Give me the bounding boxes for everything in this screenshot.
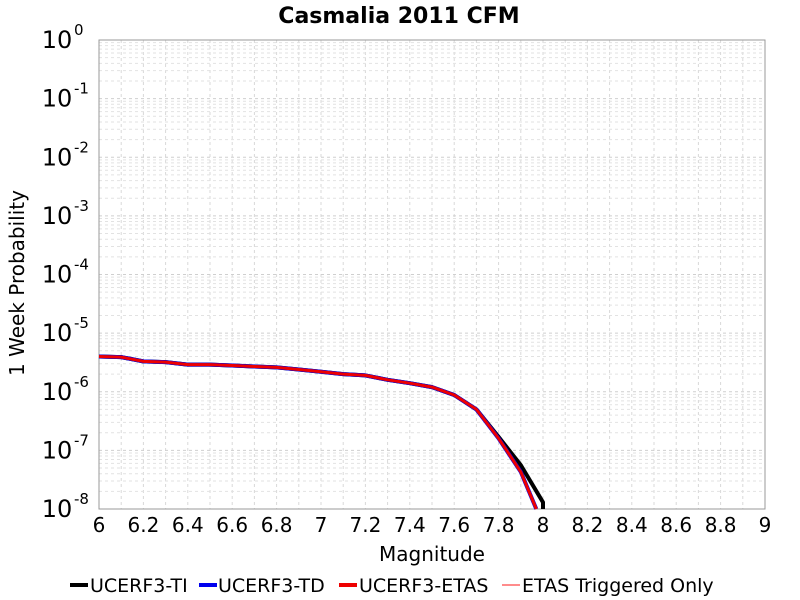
- y-tick-label: 10 -6: [42, 373, 89, 406]
- x-tick-label: 8.8: [705, 513, 737, 537]
- y-tick-exponent: -8: [74, 490, 89, 508]
- x-tick-label: 8.2: [571, 513, 603, 537]
- series-layer: [98, 354, 545, 510]
- x-axis-label: Magnitude: [379, 542, 485, 566]
- y-tick-label: 10 -3: [42, 197, 89, 230]
- y-tick-label: 10 0: [42, 21, 84, 54]
- y-tick-exponent: 0: [74, 21, 84, 39]
- x-tick-label: 7.2: [349, 513, 381, 537]
- y-tick-label: 10 -4: [42, 256, 89, 289]
- x-tick-label: 8.6: [660, 513, 692, 537]
- y-tick-base: 10: [42, 319, 73, 347]
- x-tick-label: 8.4: [616, 513, 648, 537]
- plot-area: [98, 39, 766, 510]
- legend-label: UCERF3-TI: [90, 575, 188, 597]
- x-tick-label: 7.8: [483, 513, 515, 537]
- y-tick-base: 10: [42, 378, 73, 406]
- x-tick-label: 6.2: [127, 513, 159, 537]
- x-tick-label: 7.6: [438, 513, 470, 537]
- y-tick-exponent: -2: [74, 138, 89, 156]
- x-tick-label: 6.8: [261, 513, 293, 537]
- y-tick-exponent: -3: [74, 197, 89, 215]
- legend: UCERF3-TI UCERF3-TD UCERF3-ETAS ETAS Trigge…: [70, 575, 714, 597]
- legend-label: ETAS Triggered Only: [522, 575, 714, 597]
- y-tick-base: 10: [42, 436, 73, 464]
- chart-title: Casmalia 2011 CFM: [278, 4, 519, 29]
- y-tick-base: 10: [42, 143, 73, 171]
- y-tick-exponent: -6: [74, 373, 89, 391]
- legend-label: UCERF3-TD: [218, 575, 325, 597]
- legend-item: ETAS Triggered Only: [502, 575, 714, 597]
- legend-label: UCERF3-ETAS: [359, 575, 488, 597]
- x-tick-label: 7: [315, 513, 328, 537]
- y-tick-exponent: -1: [74, 80, 89, 98]
- y-axis-label: 1 Week Probability: [5, 190, 29, 376]
- y-tick-label: 10 -8: [42, 490, 89, 523]
- x-tick-label: 8: [537, 513, 550, 537]
- y-tick-exponent: -4: [74, 256, 89, 274]
- grid: [98, 40, 766, 510]
- x-tick-label: 6.4: [172, 513, 204, 537]
- legend-item: UCERF3-TD: [199, 575, 325, 597]
- y-tick-label: 10 -2: [42, 138, 89, 171]
- x-tick-label: 6.6: [216, 513, 248, 537]
- series-line-2: [98, 355, 538, 510]
- x-tick-label: 7.4: [394, 513, 426, 537]
- y-tick-label: 10 -7: [42, 431, 89, 464]
- y-tick-base: 10: [42, 85, 73, 113]
- legend-item: UCERF3-TI: [70, 575, 188, 597]
- y-tick-label: 10 -1: [42, 80, 89, 113]
- y-tick-base: 10: [42, 26, 73, 54]
- x-tick-label: 9: [759, 513, 772, 537]
- y-tick-label: 10 -5: [42, 314, 89, 347]
- x-tick-label: 6: [93, 513, 106, 537]
- y-tick-base: 10: [42, 261, 73, 289]
- y-tick-base: 10: [42, 202, 73, 230]
- y-tick-exponent: -5: [74, 314, 89, 332]
- y-tick-base: 10: [42, 495, 73, 523]
- x-axis-ticks: 6 6.2 6.4 6.6 6.8 7 7.2 7.4 7.6 7.8 8 8.2 8.4 8.6 8.8 9: [93, 513, 772, 537]
- y-tick-exponent: -7: [74, 431, 89, 449]
- legend-item: UCERF3-ETAS: [339, 575, 488, 597]
